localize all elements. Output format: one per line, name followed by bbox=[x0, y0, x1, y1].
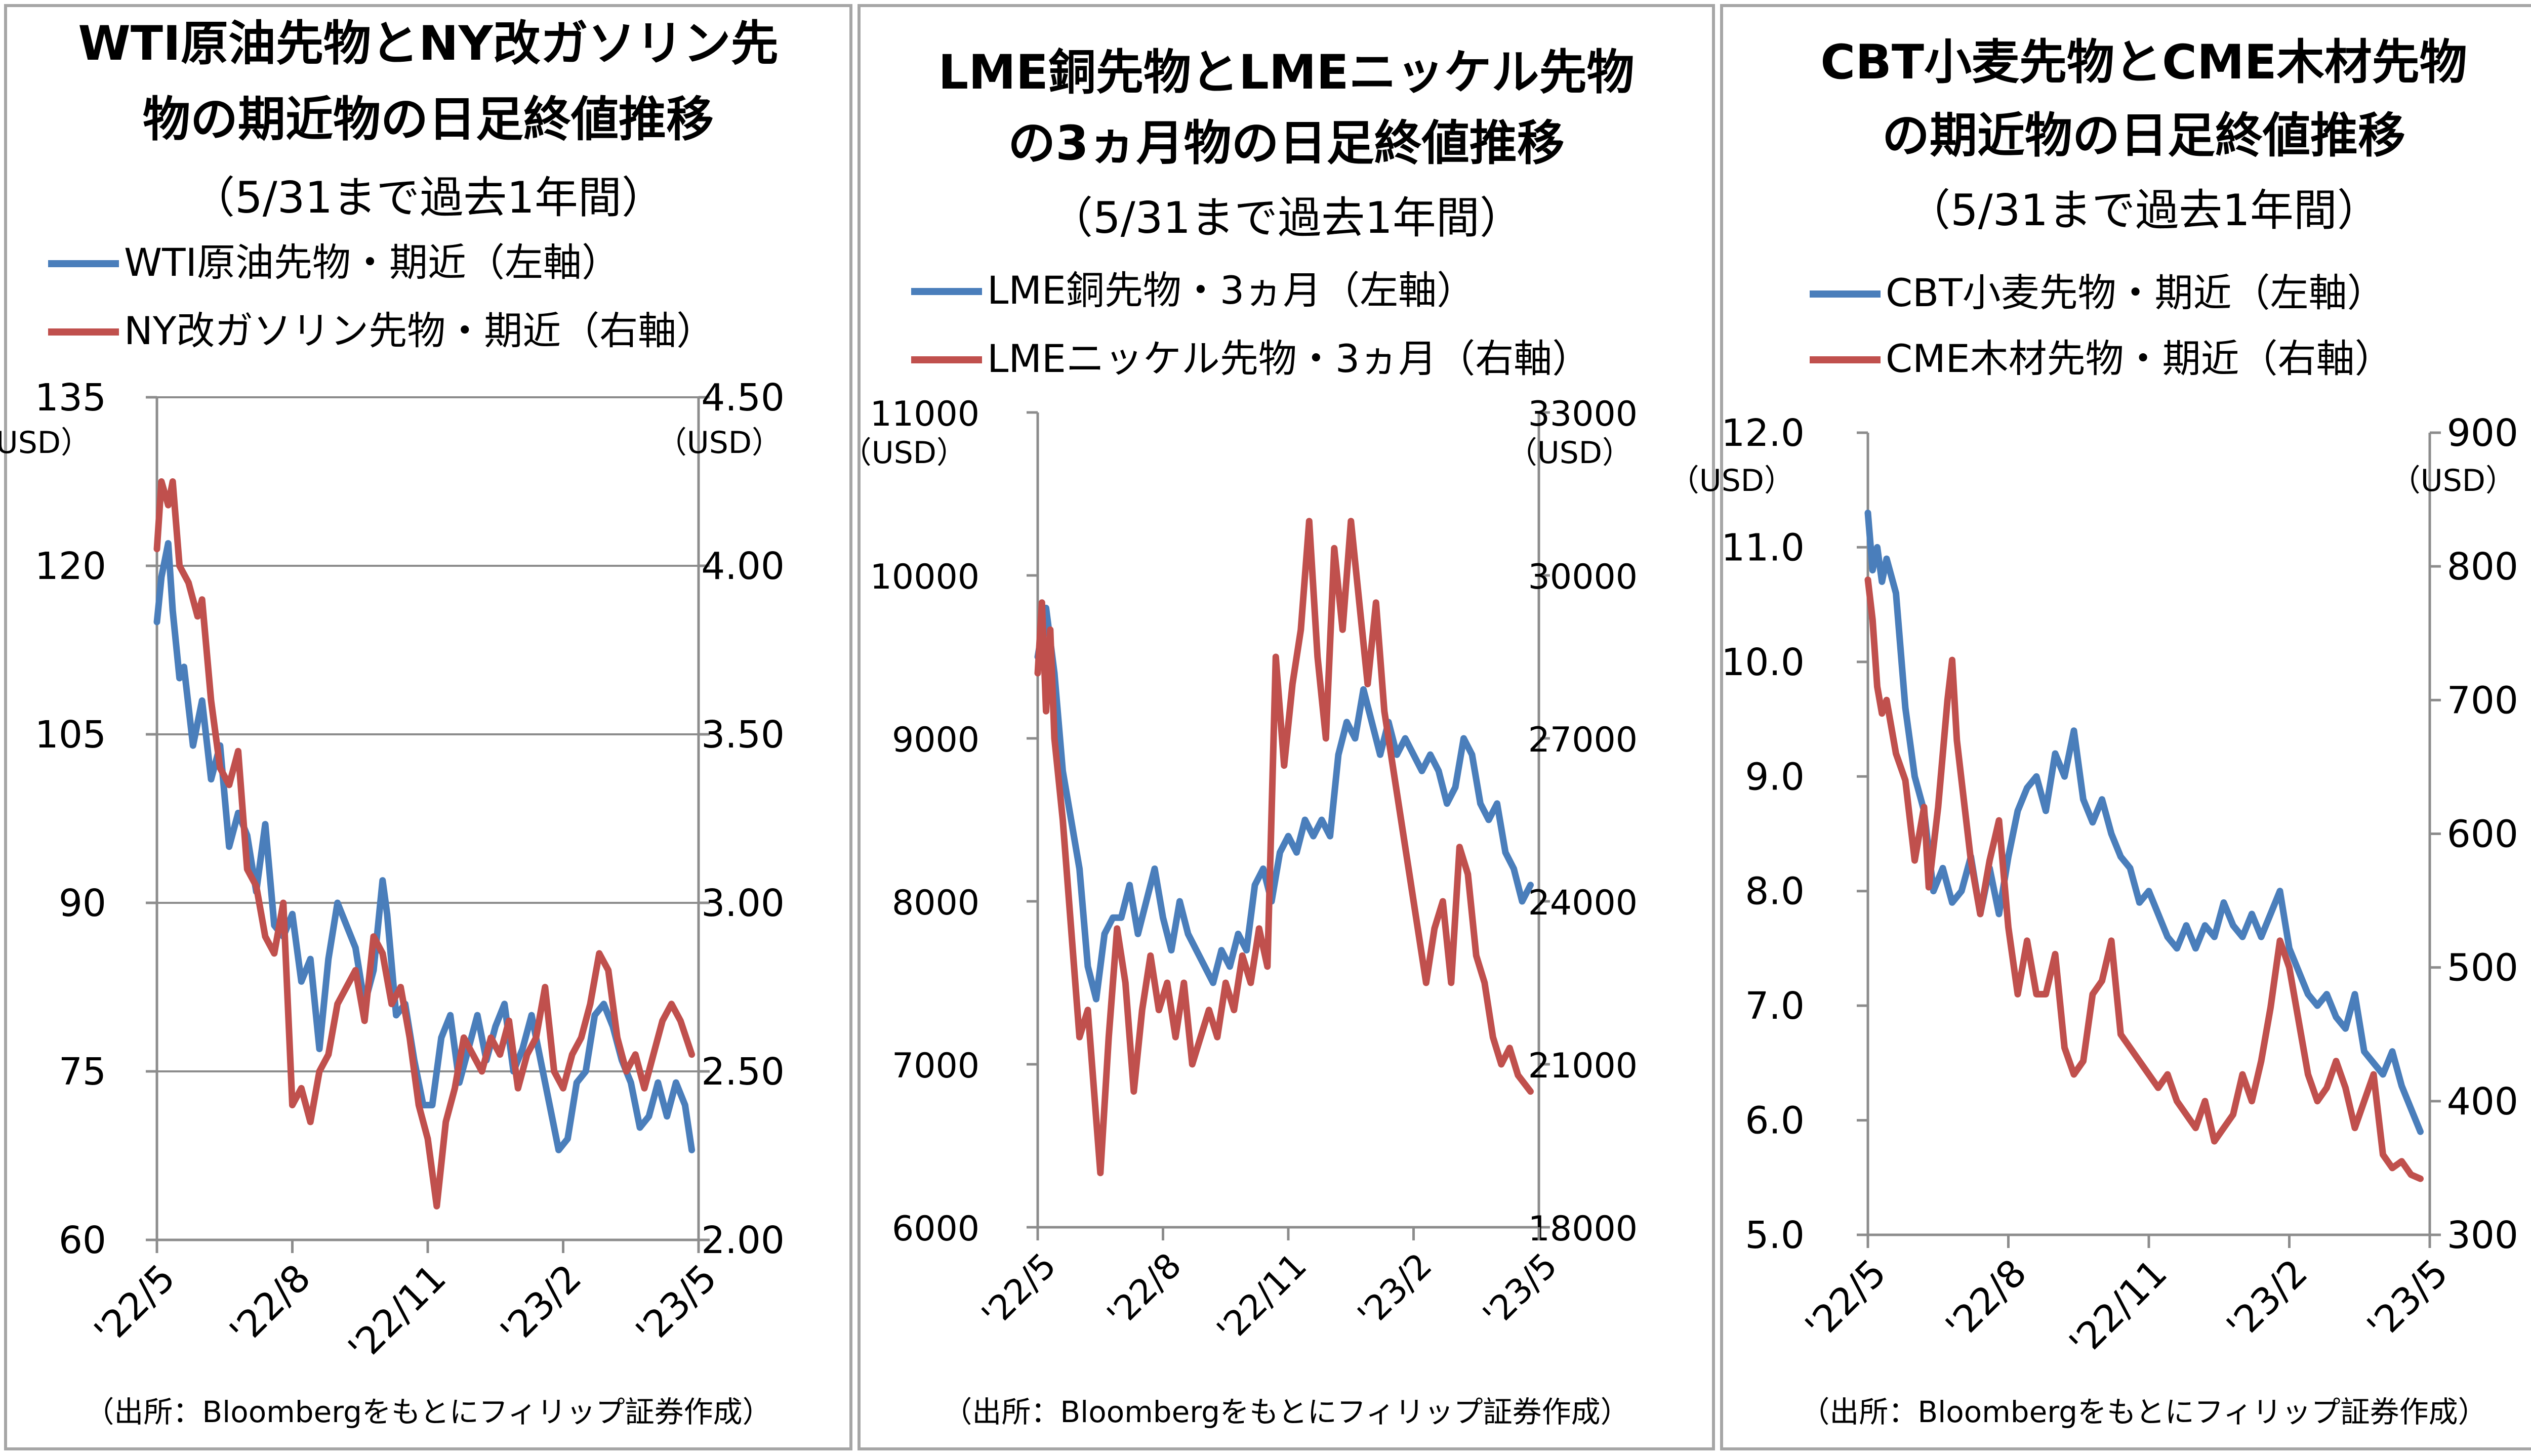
chart2-x-tick-label-2: '22/8 bbox=[1099, 1245, 1189, 1335]
chart3-title-line-2: の期近物の日足終値推移 bbox=[1882, 108, 2405, 163]
chart2-legend-label-2: LMEニッケル先物・3ヵ月（右軸） bbox=[987, 336, 1590, 381]
chart3-right-tick-label-2: 800 bbox=[2447, 545, 2518, 589]
chart2-left-tick-label-3: 9000 bbox=[892, 720, 979, 760]
chart3-x-tick-label-3: '22/11 bbox=[2061, 1251, 2176, 1365]
chart1-left-tick-label-5: 75 bbox=[59, 1050, 106, 1094]
chart1-subtitle: （5/31まで過去1年間） bbox=[191, 173, 665, 223]
chart3-right-tick-label-4: 600 bbox=[2447, 813, 2518, 856]
chart1-left-tick-label-4: 90 bbox=[59, 882, 106, 925]
chart2-right-tick-label-2: 30000 bbox=[1528, 557, 1638, 597]
chart1-x-tick-label-5: '23/5 bbox=[628, 1256, 725, 1354]
chart3-left-tick-label-2: 11.0 bbox=[1721, 526, 1805, 569]
chart1-left-tick-label-6: 60 bbox=[59, 1219, 106, 1262]
chart2-right-tick-label-5: 21000 bbox=[1528, 1046, 1638, 1086]
chart3-title-line-1: CBT小麦先物とCME木材先物 bbox=[1820, 35, 2467, 90]
chart2-title-line-2: の3ヵ月物の日足終値推移 bbox=[1008, 116, 1564, 171]
chart1-title-line-2: 物の期近物の日足終値推移 bbox=[143, 92, 714, 147]
chart3-subtitle: （5/31まで過去1年間） bbox=[1907, 185, 2381, 236]
chart1-x-tick-label-2: '22/8 bbox=[222, 1256, 319, 1354]
chart1-series-line-2 bbox=[153, 478, 696, 1210]
chart1-right-tick-label-3: 3.50 bbox=[701, 713, 785, 757]
chart1-right-unit: （USD） bbox=[657, 425, 782, 461]
chart3-legend-label-2: CME木材先物・期近（右軸） bbox=[1886, 336, 2393, 381]
chart3-left-tick-label-8: 5.0 bbox=[1745, 1214, 1805, 1257]
chart2-series-line-1 bbox=[1034, 604, 1534, 1003]
chart3-left-unit: （USD） bbox=[1669, 463, 1794, 498]
chart1-x-tick-label-4: '23/2 bbox=[493, 1256, 590, 1354]
chart2-right-tick-label-1: 33000 bbox=[1528, 394, 1638, 434]
chart3-x-tick-label-2: '22/8 bbox=[1938, 1251, 2035, 1349]
chart3-legend-label-1: CBT小麦先物・期近（左軸） bbox=[1886, 270, 2386, 315]
chart2-left-tick-label-1: 11000 bbox=[870, 394, 979, 434]
chart2-right-tick-label-3: 27000 bbox=[1528, 720, 1638, 760]
chart1-legend-label-1: WTI原油先物・期近（左軸） bbox=[124, 240, 620, 285]
chart2-left-tick-label-6: 6000 bbox=[892, 1209, 979, 1249]
chart2-x-tick-label-1: '22/5 bbox=[974, 1245, 1064, 1335]
chart1-legend-label-2: NY改ガソリン先物・期近（右軸） bbox=[124, 308, 715, 353]
chart3-left-tick-label-1: 12.0 bbox=[1721, 411, 1805, 455]
chart2-x-tick-label-5: '23/5 bbox=[1476, 1245, 1565, 1335]
chart1-right-tick-label-5: 2.50 bbox=[701, 1050, 785, 1094]
chart-panel-3 bbox=[1720, 4, 2531, 1450]
chart1-left-tick-label-2: 120 bbox=[35, 545, 106, 588]
chart3-x-tick-label-1: '22/5 bbox=[1797, 1251, 1895, 1349]
chart1-left-unit: （USD） bbox=[0, 425, 91, 461]
chart2-subtitle: （5/31まで過去1年間） bbox=[1049, 193, 1523, 243]
chart2-x-tick-label-4: '23/2 bbox=[1350, 1245, 1440, 1335]
chart1-title-line-1: WTI原油先物とNY改ガソリン先 bbox=[78, 16, 779, 71]
chart3-x-tick-label-5: '23/5 bbox=[2359, 1251, 2457, 1349]
chart3-series-line-1 bbox=[1864, 510, 2424, 1135]
chart2-right-unit: （USD） bbox=[1507, 435, 1632, 471]
chart2-right-tick-label-6: 18000 bbox=[1528, 1209, 1638, 1249]
chart1-left-tick-label-1: 135 bbox=[35, 376, 106, 420]
chart-panel-1 bbox=[4, 4, 852, 1450]
chart2-right-tick-label-4: 24000 bbox=[1528, 883, 1638, 923]
chart2-source: （出所：Bloombergをもとにフィリップ証券作成） bbox=[943, 1395, 1629, 1429]
chart1-source: （出所：Bloombergをもとにフィリップ証券作成） bbox=[85, 1395, 771, 1429]
chart1-right-tick-label-6: 2.00 bbox=[701, 1219, 785, 1262]
chart2-left-tick-label-4: 8000 bbox=[892, 883, 979, 923]
chart1-x-tick-label-3: '22/11 bbox=[340, 1256, 455, 1370]
chart3-right-unit: （USD） bbox=[2390, 463, 2516, 498]
chart2-legend-label-1: LME銅先物・3ヵ月（左軸） bbox=[987, 268, 1475, 313]
chart3-right-tick-label-3: 700 bbox=[2447, 679, 2518, 722]
chart3-source: （出所：Bloombergをもとにフィリップ証券作成） bbox=[1800, 1395, 2487, 1429]
chart1-x-tick-label-1: '22/5 bbox=[86, 1256, 184, 1354]
chart1-series-line-1 bbox=[153, 540, 696, 1153]
chart3-left-tick-label-6: 7.0 bbox=[1745, 984, 1805, 1028]
chart2-title-line-1: LME銅先物とLMEニッケル先物 bbox=[938, 45, 1634, 100]
chart3-left-tick-label-7: 6.0 bbox=[1745, 1099, 1805, 1143]
chart3-left-tick-label-4: 9.0 bbox=[1745, 755, 1805, 799]
chart1-right-tick-label-1: 4.50 bbox=[701, 376, 785, 420]
chart1-left-tick-label-3: 105 bbox=[35, 713, 106, 757]
chart2-x-tick-label-3: '22/11 bbox=[1209, 1245, 1315, 1351]
chart3-series-line-2 bbox=[1864, 576, 2424, 1182]
chart3-right-tick-label-5: 500 bbox=[2447, 946, 2518, 990]
chart3-right-tick-label-1: 900 bbox=[2447, 411, 2518, 455]
chart2-series-line-2 bbox=[1034, 518, 1534, 1177]
chart3-x-tick-label-4: '23/2 bbox=[2219, 1251, 2316, 1349]
chart3-right-tick-label-7: 300 bbox=[2447, 1214, 2518, 1257]
chart3-left-tick-label-5: 8.0 bbox=[1745, 870, 1805, 913]
chart1-right-tick-label-2: 4.00 bbox=[701, 545, 785, 588]
chart1-right-tick-label-4: 3.00 bbox=[701, 882, 785, 925]
chart3-left-tick-label-3: 10.0 bbox=[1721, 641, 1805, 684]
chart3-right-tick-label-6: 400 bbox=[2447, 1080, 2518, 1124]
chart2-left-tick-label-5: 7000 bbox=[892, 1046, 979, 1086]
chart2-left-tick-label-2: 10000 bbox=[870, 557, 979, 597]
chart2-left-unit: （USD） bbox=[841, 435, 967, 471]
